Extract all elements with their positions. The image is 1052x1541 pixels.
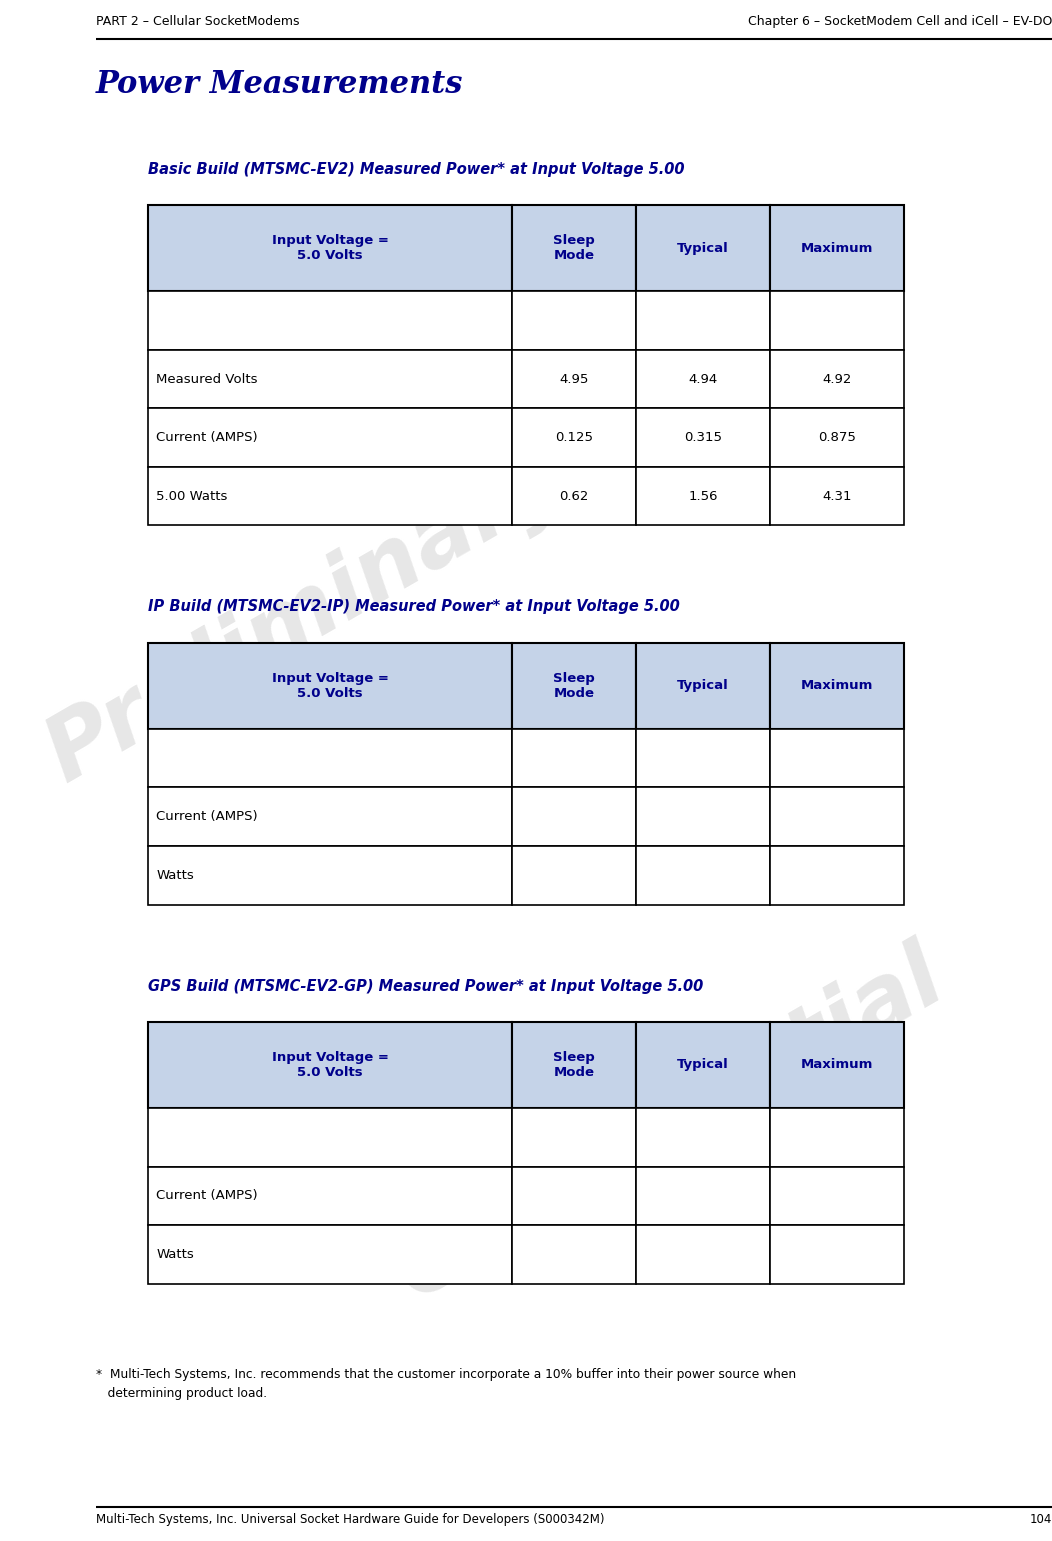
Text: Current (AMPS): Current (AMPS) [156, 811, 258, 823]
Text: 1.56: 1.56 [688, 490, 717, 502]
Text: 0.125: 0.125 [555, 431, 593, 444]
Bar [511, 1167, 636, 1225]
Bar [148, 1225, 511, 1284]
Text: Sleep
Mode: Sleep Mode [553, 1051, 594, 1079]
Bar [770, 643, 904, 729]
Bar [148, 1167, 511, 1225]
Bar [770, 467, 904, 525]
Text: Maximum: Maximum [801, 242, 873, 254]
Text: Current (AMPS): Current (AMPS) [156, 1190, 258, 1202]
Text: *  Multi-Tech Systems, Inc. recommends that the customer incorporate a 10% buffe: * Multi-Tech Systems, Inc. recommends th… [96, 1368, 796, 1401]
Bar [636, 205, 770, 291]
Text: 0.315: 0.315 [684, 431, 722, 444]
Text: Typical: Typical [677, 680, 729, 692]
Bar [148, 408, 511, 467]
Bar [770, 1108, 904, 1167]
Bar [148, 291, 511, 350]
Text: Power Measurements: Power Measurements [96, 69, 463, 100]
Text: Multi-Tech Systems, Inc. Universal Socket Hardware Guide for Developers (S000342: Multi-Tech Systems, Inc. Universal Socke… [96, 1513, 604, 1526]
Text: 4.95: 4.95 [560, 373, 589, 385]
Bar [511, 1022, 636, 1108]
Bar [636, 643, 770, 729]
Bar [511, 846, 636, 905]
Bar [148, 205, 511, 291]
Bar [511, 729, 636, 787]
Bar [636, 1108, 770, 1167]
Bar [511, 643, 636, 729]
Text: Input Voltage =
5.0 Volts: Input Voltage = 5.0 Volts [271, 234, 388, 262]
Bar [511, 291, 636, 350]
Text: Chapter 6 – SocketModem Cell and iCell – EV-DO: Chapter 6 – SocketModem Cell and iCell –… [748, 15, 1052, 28]
Bar [148, 1022, 511, 1108]
Text: 104: 104 [1030, 1513, 1052, 1526]
Text: Watts: Watts [156, 1248, 194, 1261]
Bar [511, 205, 636, 291]
Bar [636, 467, 770, 525]
Text: 0.875: 0.875 [818, 431, 856, 444]
Bar [770, 291, 904, 350]
Bar [511, 350, 636, 408]
Bar [148, 1108, 511, 1167]
Bar [636, 729, 770, 787]
Text: Sleep
Mode: Sleep Mode [553, 234, 594, 262]
Bar [770, 729, 904, 787]
Bar [770, 1225, 904, 1284]
Text: Preliminary: Preliminary [31, 431, 582, 801]
Bar [770, 205, 904, 291]
Bar [636, 291, 770, 350]
Text: 5.00 Watts: 5.00 Watts [156, 490, 227, 502]
Bar [636, 787, 770, 846]
Text: GPS Build (MTSMC-EV2-GP) Measured Power* at Input Voltage 5.00: GPS Build (MTSMC-EV2-GP) Measured Power*… [148, 979, 704, 994]
Text: 0.62: 0.62 [560, 490, 589, 502]
Bar [770, 1167, 904, 1225]
Bar [770, 1022, 904, 1108]
Text: Basic Build (MTSMC-EV2) Measured Power* at Input Voltage 5.00: Basic Build (MTSMC-EV2) Measured Power* … [148, 162, 685, 177]
Text: PART 2 – Cellular SocketModems: PART 2 – Cellular SocketModems [96, 15, 300, 28]
Text: Typical: Typical [677, 1059, 729, 1071]
Bar [636, 846, 770, 905]
Bar [770, 408, 904, 467]
Bar [148, 467, 511, 525]
Bar [770, 846, 904, 905]
Bar [770, 787, 904, 846]
Bar [636, 1225, 770, 1284]
Bar [636, 408, 770, 467]
Bar [511, 408, 636, 467]
Text: Input Voltage =
5.0 Volts: Input Voltage = 5.0 Volts [271, 672, 388, 700]
Text: 4.94: 4.94 [688, 373, 717, 385]
Bar [148, 643, 511, 729]
Bar [636, 1167, 770, 1225]
Text: Current (AMPS): Current (AMPS) [156, 431, 258, 444]
Text: IP Build (MTSMC-EV2-IP) Measured Power* at Input Voltage 5.00: IP Build (MTSMC-EV2-IP) Measured Power* … [148, 599, 681, 615]
Bar [770, 350, 904, 408]
Text: Confidential: Confidential [380, 932, 959, 1318]
Text: Maximum: Maximum [801, 680, 873, 692]
Text: Watts: Watts [156, 869, 194, 881]
Text: 4.92: 4.92 [823, 373, 851, 385]
Bar [148, 846, 511, 905]
Bar [636, 350, 770, 408]
Bar [511, 1108, 636, 1167]
Bar [511, 1225, 636, 1284]
Text: Sleep
Mode: Sleep Mode [553, 672, 594, 700]
Bar [636, 1022, 770, 1108]
Text: 4.31: 4.31 [822, 490, 852, 502]
Bar [511, 787, 636, 846]
Text: Measured Volts: Measured Volts [156, 373, 258, 385]
Bar [148, 729, 511, 787]
Bar [511, 467, 636, 525]
Text: Maximum: Maximum [801, 1059, 873, 1071]
Bar [148, 350, 511, 408]
Bar [148, 787, 511, 846]
Text: Typical: Typical [677, 242, 729, 254]
Text: Input Voltage =
5.0 Volts: Input Voltage = 5.0 Volts [271, 1051, 388, 1079]
